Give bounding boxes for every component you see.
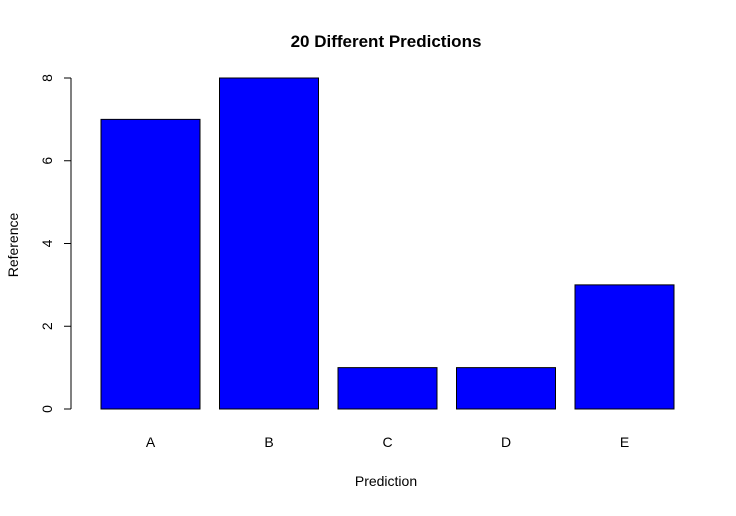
- x-tick-labels: A B C D E: [146, 434, 629, 450]
- y-tick-label: 8: [39, 74, 55, 82]
- x-tick-label: A: [146, 434, 156, 450]
- x-tick-label: E: [620, 434, 629, 450]
- x-tick-label: B: [264, 434, 273, 450]
- y-axis-label: Reference: [5, 212, 21, 277]
- bar-c: [337, 367, 438, 410]
- chart-title: 20 Different Predictions: [291, 32, 482, 51]
- x-tick-label: D: [501, 434, 511, 450]
- bar-d: [456, 367, 556, 410]
- bar-a: [100, 118, 201, 410]
- bars-group: [100, 77, 675, 410]
- x-tick-label: C: [382, 434, 392, 450]
- bar-e: [574, 284, 675, 410]
- x-axis-label: Prediction: [355, 473, 417, 489]
- y-tick-label: 2: [39, 322, 55, 330]
- y-tick-label: 6: [39, 157, 55, 165]
- bar-b: [219, 77, 319, 410]
- y-tick-label: 0: [39, 405, 55, 413]
- y-axis: 0 2 4 6 8: [39, 74, 72, 413]
- y-tick-label: 4: [39, 239, 55, 247]
